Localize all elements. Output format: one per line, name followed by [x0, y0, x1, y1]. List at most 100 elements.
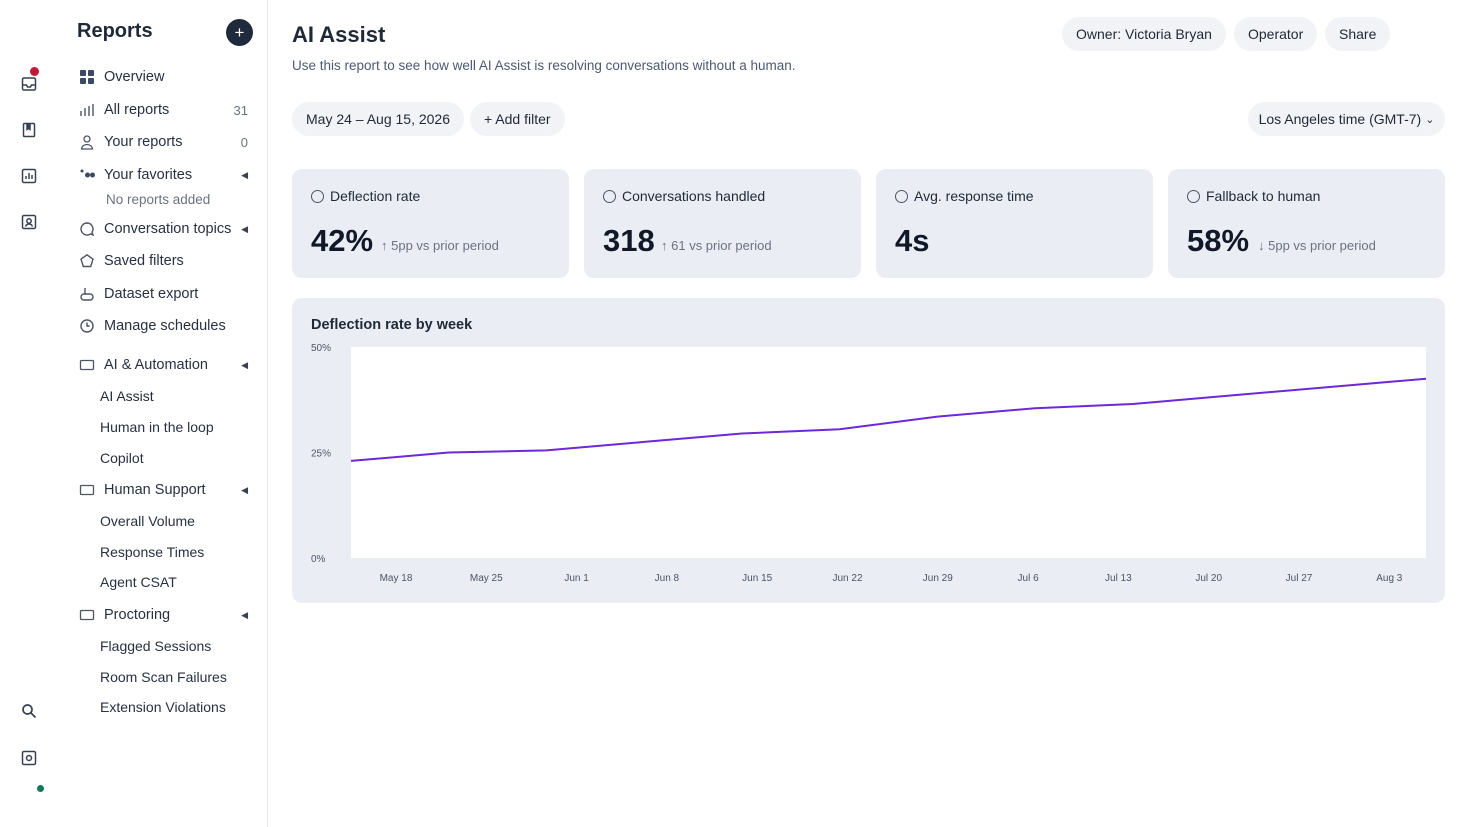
sidebar-item-label: Overview — [104, 69, 165, 85]
metric-card-avg-response-time[interactable]: Avg. response time 4s — [876, 169, 1153, 278]
section-label: Proctoring — [104, 607, 171, 623]
deflection-chart-panel: Deflection rate by week 0% 25% 50% May 18 Ma… — [292, 298, 1445, 603]
section-ai-automation[interactable]: AI & Automation ◀ — [78, 353, 248, 377]
bar-chart-icon[interactable] — [19, 166, 39, 186]
section-label: AI & Automation — [104, 357, 208, 373]
chat-icon — [78, 220, 96, 238]
sidebar-item-extension-violations[interactable]: Extension Violations — [100, 699, 226, 715]
radio-icon[interactable] — [603, 189, 616, 203]
sidebar-item-copilot[interactable]: Copilot — [100, 450, 144, 466]
radio-icon[interactable] — [895, 189, 908, 203]
report-main: AI Assist Use this report to see how wel… — [269, 0, 1468, 827]
clock-icon — [78, 317, 96, 335]
export-icon — [78, 285, 96, 303]
sidebar-item-response-times[interactable]: Response Times — [100, 544, 205, 560]
pentagon-icon — [78, 252, 96, 270]
radio-icon[interactable] — [1187, 189, 1200, 203]
reports-sidebar: Reports + Overview All reports 31 Your r… — [58, 0, 268, 827]
report-count: 0 — [240, 134, 248, 150]
collapse-caret-icon[interactable]: ◀ — [241, 169, 248, 180]
sidebar-item-room-scan-failures[interactable]: Room Scan Failures — [100, 669, 227, 685]
owner-button[interactable]: Owner: Victoria Bryan — [1062, 17, 1226, 51]
collapse-caret-icon[interactable]: ◀ — [241, 359, 248, 370]
sidebar-item-label: Conversation topics — [104, 221, 232, 237]
page-title: AI Assist — [292, 22, 386, 47]
sidebar-item-your-favorites[interactable]: Your favorites ◀ — [78, 163, 248, 187]
metric-value: 4s — [895, 223, 930, 258]
y-tick-label: 25% — [311, 449, 331, 460]
folder-icon — [78, 606, 96, 624]
x-tick-label: May 18 — [380, 573, 413, 584]
metric-value: 58% — [1187, 223, 1250, 258]
timezone-label: Los Angeles time (GMT-7) — [1258, 111, 1422, 127]
sidebar-item-overview[interactable]: Overview — [78, 65, 248, 89]
deflection-line-chart: 0% 25% 50% May 18 May 25 Jun 1 Jun 8 Jun 15 Jun … — [311, 343, 1427, 584]
sidebar-item-saved-filters[interactable]: Saved filters — [78, 249, 248, 273]
arrow-up-icon: ↑ — [661, 238, 668, 253]
x-tick-label: May 25 — [470, 573, 503, 584]
sidebar-item-flagged-sessions[interactable]: Flagged Sessions — [100, 638, 212, 654]
sidebar-item-label: Dataset export — [104, 286, 199, 302]
y-tick-label: 0% — [311, 554, 326, 565]
user-icon — [78, 133, 96, 151]
folder-icon — [78, 356, 96, 374]
x-tick-label: Jul 13 — [1105, 573, 1132, 584]
y-tick-label: 50% — [311, 343, 331, 354]
metric-title: Fallback to human — [1206, 188, 1321, 204]
metric-delta: ↑ 61 vs prior period — [661, 238, 772, 253]
inbox-icon[interactable] — [19, 74, 39, 94]
plot-area — [351, 347, 1426, 558]
sidebar-item-label: Your reports — [104, 134, 183, 150]
metric-delta: ↓ 5pp vs prior period — [1258, 238, 1376, 253]
collapse-caret-icon[interactable]: ◀ — [241, 223, 248, 234]
x-tick-label: Jul 20 — [1195, 573, 1222, 584]
metric-card-deflection-rate[interactable]: Deflection rate 42% ↑ 5pp vs prior perio… — [292, 169, 569, 278]
date-range-button[interactable]: May 24 – Aug 15, 2026 — [292, 102, 464, 136]
sidebar-item-label: All reports — [104, 102, 170, 118]
radio-icon[interactable] — [311, 189, 324, 203]
sidebar-item-manage-schedules[interactable]: Manage schedules — [78, 314, 248, 338]
x-tick-label: Aug 3 — [1376, 573, 1403, 584]
operator-button[interactable]: Operator — [1234, 17, 1318, 51]
contact-icon[interactable] — [19, 212, 39, 232]
sidebar-item-ai-assist[interactable]: AI Assist — [100, 388, 154, 404]
add-filter-button[interactable]: + Add filter — [470, 102, 565, 136]
metric-value: 42% — [311, 223, 374, 258]
sidebar-item-label: Manage schedules — [104, 318, 226, 334]
timezone-select[interactable]: Los Angeles time (GMT-7) ⌄ — [1248, 102, 1445, 136]
metric-value: 318 — [603, 223, 655, 258]
collapse-caret-icon[interactable]: ◀ — [241, 609, 248, 620]
chart-title: Deflection rate by week — [311, 317, 473, 333]
search-icon[interactable] — [19, 701, 39, 721]
metric-delta: ↑ 5pp vs prior period — [381, 238, 499, 253]
report-count: 31 — [233, 102, 248, 118]
collapse-caret-icon[interactable]: ◀ — [241, 484, 248, 495]
notification-dot — [30, 67, 39, 76]
section-human-support[interactable]: Human Support ◀ — [78, 478, 248, 502]
chevron-down-icon: ⌄ — [1425, 113, 1435, 126]
metric-card-fallback-to-human[interactable]: Fallback to human 58% ↓ 5pp vs prior per… — [1168, 169, 1445, 278]
x-tick-label: Jun 29 — [923, 573, 953, 584]
add-report-button[interactable]: + — [226, 19, 253, 46]
settings-icon[interactable] — [19, 748, 39, 768]
sidebar-item-label: Your favorites — [104, 167, 193, 183]
sidebar-item-human-in-the-loop[interactable]: Human in the loop — [100, 419, 214, 435]
section-label: Human Support — [104, 482, 206, 498]
share-button[interactable]: Share — [1325, 17, 1391, 51]
sidebar-item-dataset-export[interactable]: Dataset export — [78, 282, 248, 306]
arrow-up-icon: ↑ — [381, 238, 388, 253]
sidebar-item-agent-csat[interactable]: Agent CSAT — [100, 574, 177, 590]
status-dot — [37, 785, 44, 792]
sidebar-item-all-reports[interactable]: All reports 31 — [78, 98, 248, 122]
sidebar-item-overall-volume[interactable]: Overall Volume — [100, 513, 195, 529]
favorites-icon — [78, 166, 96, 184]
folder-icon — [78, 481, 96, 499]
metric-title: Conversations handled — [622, 188, 766, 204]
sidebar-item-conversation-topics[interactable]: Conversation topics ◀ — [78, 217, 248, 241]
metric-card-conversations-handled[interactable]: Conversations handled 318 ↑ 61 vs prior … — [584, 169, 861, 278]
sidebar-item-your-reports[interactable]: Your reports 0 — [78, 130, 248, 154]
book-icon[interactable] — [19, 120, 39, 140]
section-proctoring[interactable]: Proctoring ◀ — [78, 603, 248, 627]
x-tick-label: Jun 15 — [742, 573, 772, 584]
metric-title: Avg. response time — [914, 188, 1034, 204]
